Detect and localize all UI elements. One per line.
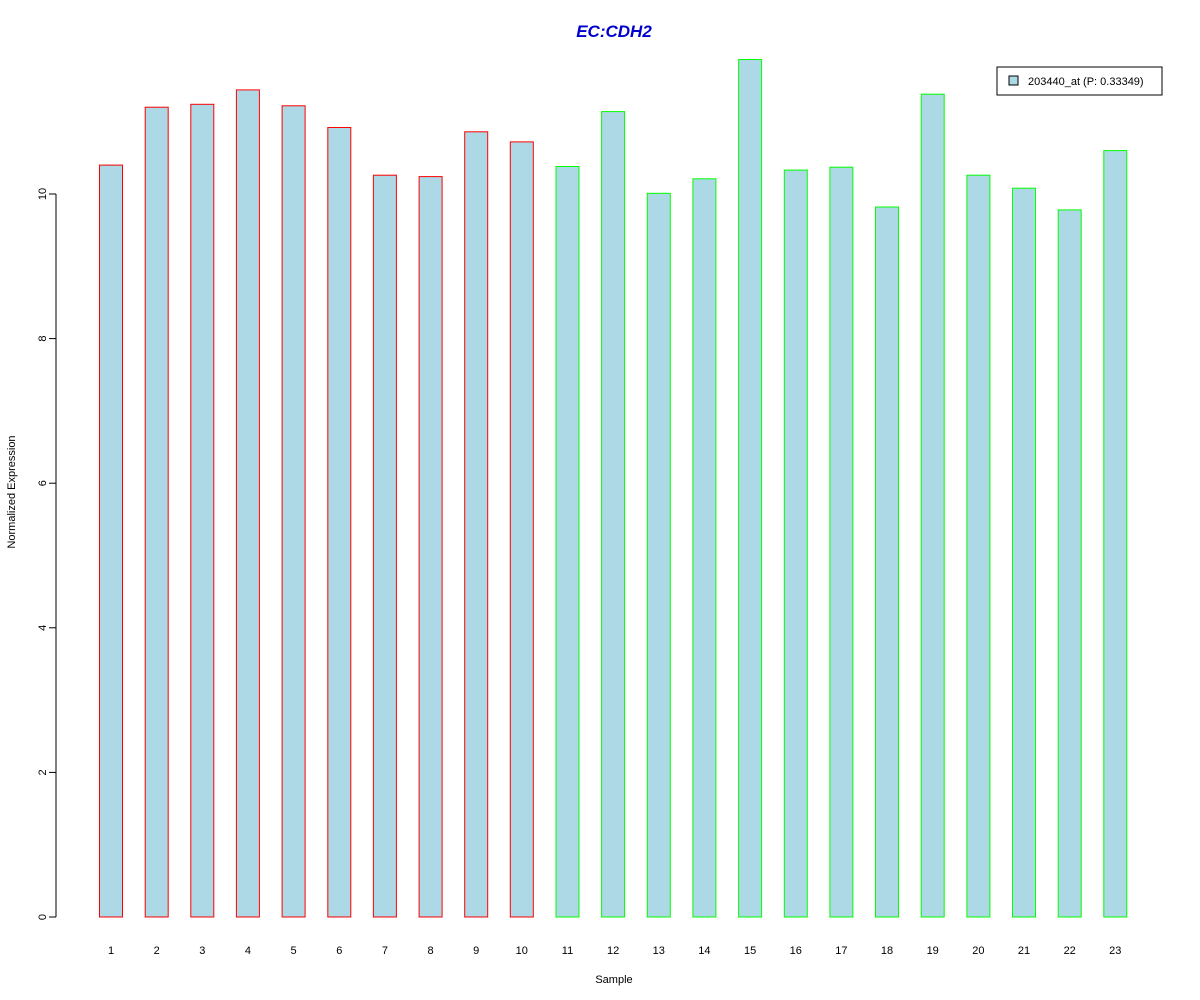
bar	[1103, 150, 1128, 918]
x-tick-label: 17	[835, 945, 847, 957]
y-tick-label: 4	[37, 625, 49, 631]
bar	[692, 178, 717, 918]
y-tick-label: 0	[37, 914, 49, 920]
bar	[783, 169, 808, 918]
bar	[281, 105, 306, 918]
x-axis-label: Sample	[595, 974, 632, 986]
bar	[555, 166, 580, 918]
bar	[601, 111, 626, 918]
bar	[190, 103, 215, 918]
bar	[646, 192, 671, 918]
bar	[372, 174, 397, 918]
y-tick-label: 8	[37, 336, 49, 342]
legend-label: 203440_at (P: 0.33349)	[1028, 76, 1144, 88]
x-tick-label: 18	[881, 945, 893, 957]
y-axis: 0 2 4 6 8 10	[37, 188, 57, 920]
y-tick-label: 10	[37, 188, 49, 200]
x-tick-label: 22	[1064, 945, 1076, 957]
x-tick-label: 6	[336, 945, 342, 957]
x-tick-label: 12	[607, 945, 619, 957]
x-tick-label: 23	[1109, 945, 1121, 957]
bar	[738, 59, 763, 918]
bar	[464, 131, 489, 918]
bar	[966, 174, 991, 918]
x-tick-label: 16	[790, 945, 802, 957]
x-tick-label: 19	[927, 945, 939, 957]
bars-group	[99, 59, 1128, 918]
y-axis-label: Normalized Expression	[6, 435, 18, 548]
x-tick-label: 2	[154, 945, 160, 957]
y-tick-label: 6	[37, 480, 49, 486]
bar	[144, 106, 169, 918]
x-tick-label: 5	[291, 945, 297, 957]
x-tick-label: 1	[108, 945, 114, 957]
x-tick-label: 15	[744, 945, 756, 957]
x-tick-label: 4	[245, 945, 251, 957]
x-tick-label: 20	[972, 945, 984, 957]
x-tick-label: 13	[653, 945, 665, 957]
bar	[509, 141, 534, 918]
x-tick-label: 10	[516, 945, 528, 957]
legend: 203440_at (P: 0.33349)	[996, 66, 1163, 96]
bar	[920, 93, 945, 918]
legend-box	[996, 66, 1163, 96]
bar	[875, 206, 899, 918]
y-tick-label: 2	[37, 769, 49, 775]
bar	[99, 164, 123, 918]
x-tick-label: 9	[473, 945, 479, 957]
x-tick-labels: 1 2 3 4 5 6 7 8 9 10 11 12 13 14 15 16 17 18 19 20 21 22 23	[108, 945, 1121, 957]
x-tick-label: 7	[382, 945, 388, 957]
bar	[235, 89, 260, 918]
x-tick-label: 14	[698, 945, 710, 957]
bar	[829, 166, 854, 918]
bar	[327, 127, 352, 918]
x-tick-label: 8	[428, 945, 434, 957]
x-tick-label: 3	[199, 945, 205, 957]
legend-swatch	[1008, 75, 1019, 86]
chart-title: EC:CDH2	[576, 22, 652, 41]
x-tick-label: 11	[562, 945, 573, 957]
bar	[418, 176, 443, 918]
bar	[1057, 209, 1082, 918]
bar	[1012, 187, 1036, 918]
x-tick-label: 21	[1018, 945, 1030, 957]
